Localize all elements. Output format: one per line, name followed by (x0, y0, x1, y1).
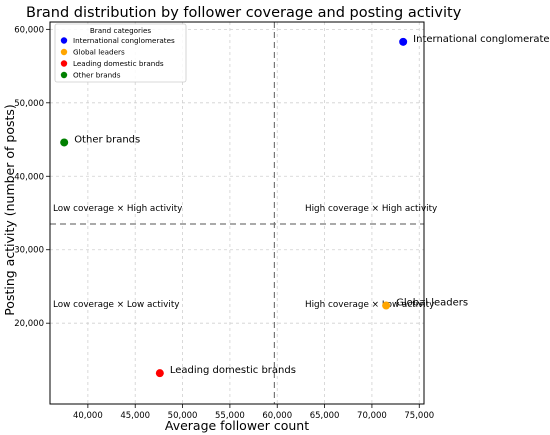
quadrant-label-top-left: Low coverage × High activity (53, 204, 182, 214)
point-annotation: Leading domestic brands (170, 365, 296, 376)
quadrant-label-bottom-left: Low coverage × Low activity (53, 300, 179, 310)
x-tick-label: 45,000 (120, 411, 150, 421)
x-tick-label: 70,000 (357, 411, 387, 421)
data-point (399, 37, 408, 46)
data-point (155, 369, 164, 378)
x-tick-label: 40,000 (73, 411, 103, 421)
point-annotation: Global leaders (396, 298, 468, 309)
chart-title: Brand distribution by follower coverage … (26, 5, 462, 21)
legend-marker (60, 37, 68, 44)
legend-marker (60, 48, 68, 56)
quadrant-label-top-right: High coverage × High activity (305, 204, 437, 214)
x-tick-label: 50,000 (168, 411, 198, 421)
y-axis-label: Posting activity (number of posts) (2, 104, 17, 316)
x-tick-label: 65,000 (310, 411, 340, 421)
x-tick-label: 60,000 (262, 411, 292, 421)
y-tick-label: 20,000 (14, 319, 44, 329)
quadrant-label-bottom-right: High coverage × Low activity (305, 300, 434, 310)
point-annotation: Other brands (74, 134, 140, 145)
y-tick-label: 50,000 (14, 99, 44, 109)
y-tick-label: 40,000 (14, 172, 44, 182)
x-axis-label: Average follower count (165, 418, 309, 433)
plot-area: 40,000 45,000 50,000 55,000 60,000 65,000 70,0… (14, 21, 550, 421)
legend-marker (60, 60, 68, 67)
x-tick-label: 75,000 (404, 411, 434, 421)
legend-box (54, 23, 187, 83)
legend-item-label: Global leaders (73, 48, 125, 57)
plot-frame (49, 21, 425, 405)
y-tick-label: 30,000 (14, 246, 44, 256)
legend-title: Brand categories (90, 26, 152, 35)
legend-marker (60, 71, 68, 79)
data-point (382, 301, 391, 310)
x-tick-label: 55,000 (215, 411, 245, 421)
legend-item-label: International conglomerates (73, 36, 175, 45)
data-point (60, 138, 69, 147)
y-tick-label: 60,000 (14, 25, 44, 35)
legend-item-label: Leading domestic brands (73, 59, 164, 68)
legend-item-label: Other brands (73, 71, 121, 80)
point-annotation: International conglomerates (413, 34, 550, 45)
